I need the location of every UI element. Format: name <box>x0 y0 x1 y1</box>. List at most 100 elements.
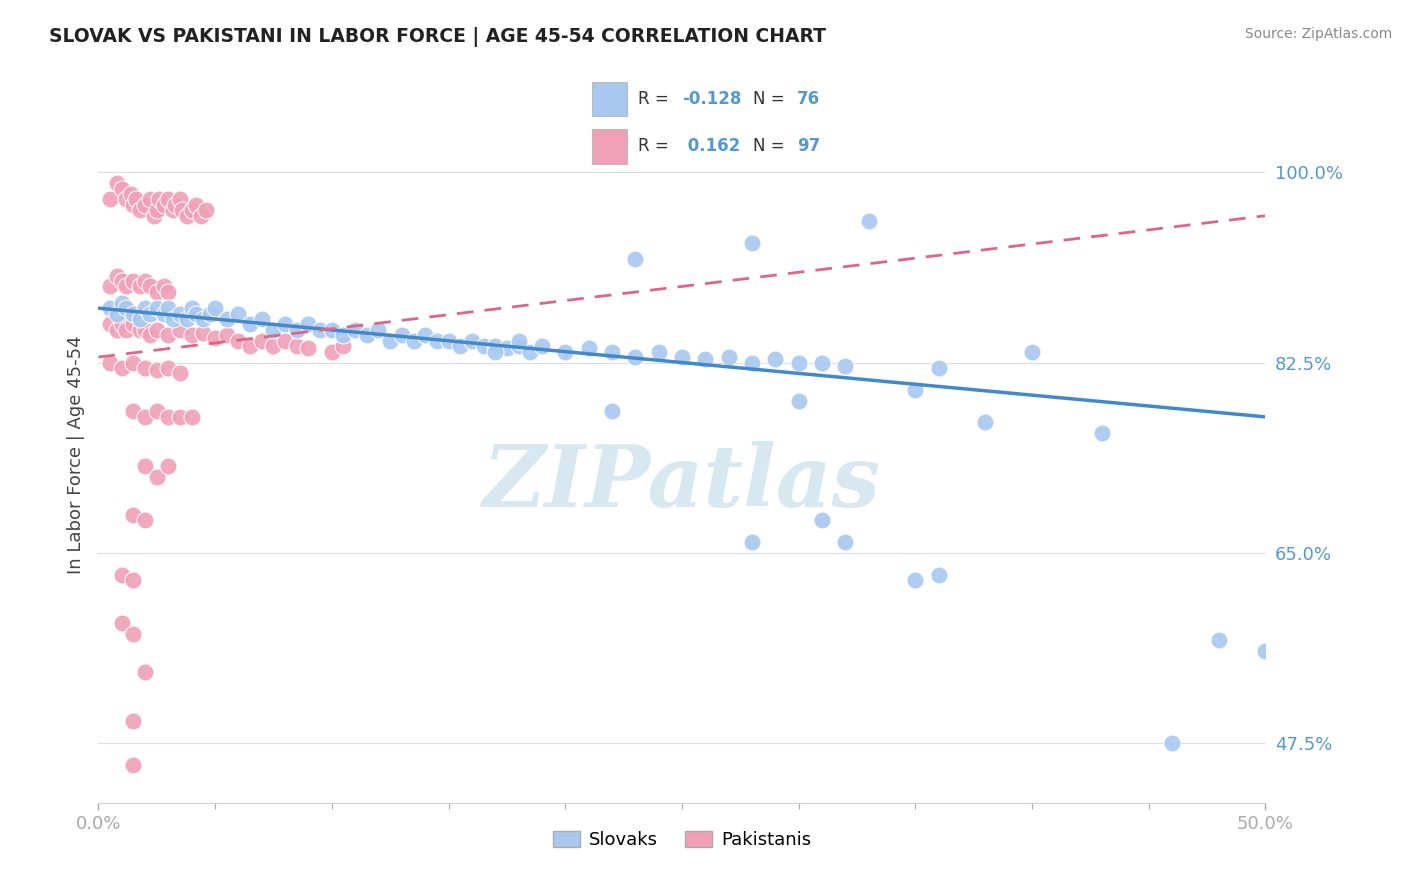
Point <box>146 285 169 299</box>
Point <box>139 193 162 207</box>
Point <box>1161 736 1184 750</box>
Text: 97: 97 <box>797 137 821 155</box>
Point <box>600 344 623 359</box>
Point <box>344 323 367 337</box>
Point <box>105 176 128 190</box>
Point <box>190 209 212 223</box>
Point <box>309 323 332 337</box>
Point <box>172 203 194 218</box>
Point <box>122 318 145 332</box>
Point <box>1091 426 1114 441</box>
Point <box>530 339 553 353</box>
Point <box>186 307 208 321</box>
Point <box>169 193 191 207</box>
Point <box>472 339 495 353</box>
Point <box>157 301 180 315</box>
Point <box>98 355 121 369</box>
Point <box>285 323 308 337</box>
Point <box>165 198 187 212</box>
Point <box>157 409 180 424</box>
Y-axis label: In Labor Force | Age 45-54: In Labor Force | Age 45-54 <box>66 335 84 574</box>
Point <box>111 181 134 195</box>
Text: N =: N = <box>754 90 790 108</box>
Point <box>215 312 238 326</box>
Point <box>122 508 145 522</box>
Text: ZIPatlas: ZIPatlas <box>482 441 882 524</box>
Point <box>239 339 262 353</box>
Point <box>134 301 156 315</box>
Point <box>111 295 134 310</box>
Point <box>111 361 134 376</box>
Point <box>204 301 226 315</box>
Point <box>274 334 297 348</box>
Point <box>115 323 138 337</box>
Point <box>122 355 145 369</box>
Point <box>484 339 506 353</box>
Point <box>122 198 145 212</box>
Point <box>274 318 297 332</box>
Point <box>717 350 740 364</box>
Point <box>157 328 180 343</box>
Point <box>129 312 152 326</box>
Point <box>111 616 134 631</box>
Point <box>671 350 693 364</box>
Point <box>134 513 156 527</box>
FancyBboxPatch shape <box>592 128 627 163</box>
Point <box>200 307 222 321</box>
Point <box>402 334 425 348</box>
Point <box>928 361 950 376</box>
Point <box>152 279 174 293</box>
Point <box>426 334 449 348</box>
Point <box>321 344 343 359</box>
Point <box>169 323 191 337</box>
Text: R =: R = <box>638 137 675 155</box>
Point <box>262 323 284 337</box>
Point <box>105 323 128 337</box>
Point <box>176 312 198 326</box>
Point <box>134 274 156 288</box>
Point <box>1021 344 1043 359</box>
Point <box>122 757 145 772</box>
Point <box>111 318 134 332</box>
Point <box>134 665 156 680</box>
Point <box>600 404 623 418</box>
Point <box>741 235 763 250</box>
Point <box>834 359 856 373</box>
Point <box>98 279 121 293</box>
Point <box>297 342 319 356</box>
Point <box>152 307 174 321</box>
Point <box>122 404 145 418</box>
Point <box>239 318 262 332</box>
Point <box>356 328 378 343</box>
Point <box>508 339 530 353</box>
Point <box>98 193 121 207</box>
Point <box>741 534 763 549</box>
Point <box>129 279 152 293</box>
Point <box>193 326 215 341</box>
Point <box>332 328 354 343</box>
Point <box>228 334 250 348</box>
Point <box>134 361 156 376</box>
Point <box>285 339 308 353</box>
Point <box>647 344 669 359</box>
Point <box>134 409 156 424</box>
Point <box>787 393 810 408</box>
Point <box>262 339 284 353</box>
Point <box>146 203 169 218</box>
Point <box>695 352 717 367</box>
Point <box>157 285 180 299</box>
Point <box>157 458 180 473</box>
Point <box>250 312 273 326</box>
Point <box>115 193 138 207</box>
Point <box>461 334 484 348</box>
Point <box>904 573 927 587</box>
Text: Source: ZipAtlas.com: Source: ZipAtlas.com <box>1244 27 1392 41</box>
Point <box>974 415 997 429</box>
Point <box>449 339 471 353</box>
Point <box>834 534 856 549</box>
Point <box>122 307 145 321</box>
Point <box>134 458 156 473</box>
Point <box>146 363 169 377</box>
Point <box>169 409 191 424</box>
Point <box>484 344 506 359</box>
